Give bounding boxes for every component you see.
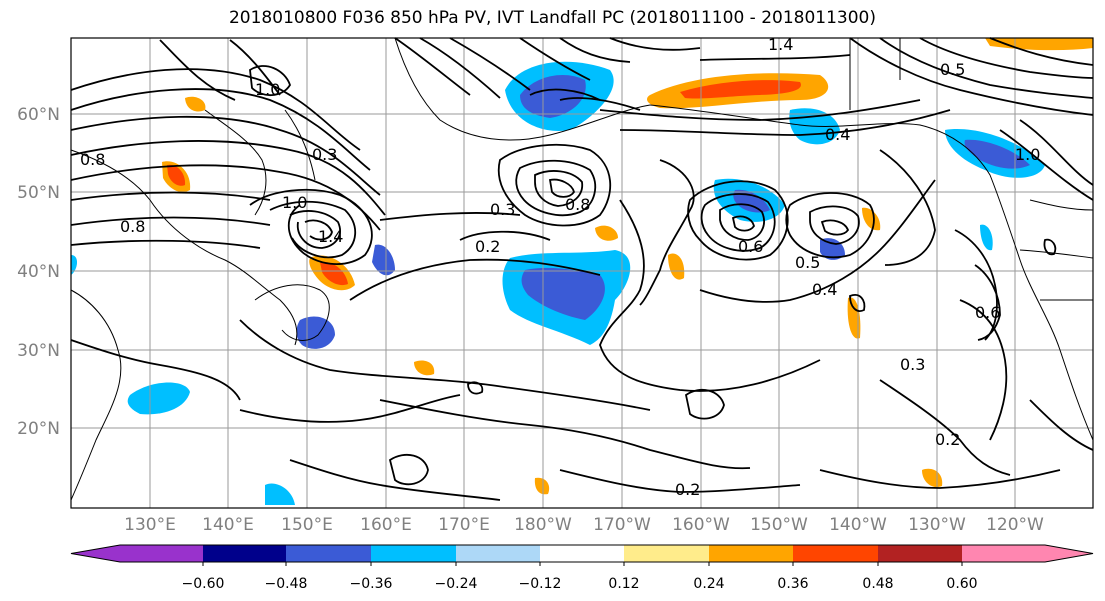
lon-label: 130°E xyxy=(124,515,176,535)
map-panel: 0.2 0.3 0.4 0.5 0.6 0.8 1.0 1.4 0.2 0.3 … xyxy=(70,35,1094,509)
contour-label: 1.0 xyxy=(1015,145,1040,164)
lat-label: 40°N xyxy=(17,262,60,282)
colorbar-tick-label: −0.36 xyxy=(350,576,393,592)
colorbar-tick-label: 0.60 xyxy=(946,576,977,592)
pos-anomaly-kamchatka-core xyxy=(167,164,186,186)
neg-anomaly-bering-core xyxy=(520,75,586,118)
neg-anomaly-gulf-core xyxy=(964,139,1030,169)
colorbar xyxy=(70,544,1094,566)
colorbar-tick-label: 0.12 xyxy=(608,576,639,592)
pos-anomaly-small6 xyxy=(414,360,435,376)
contour-label: 0.6 xyxy=(975,303,1000,322)
contour-label: 0.6 xyxy=(738,237,763,256)
pos-anomaly-small5 xyxy=(862,207,881,231)
contour-label: 1.4 xyxy=(768,35,793,54)
contour-label: 0.4 xyxy=(812,280,837,299)
colorbar-outline xyxy=(70,544,1094,563)
neg-anomaly-west xyxy=(372,244,395,276)
lon-label: 140°E xyxy=(202,515,254,535)
contour-label: 0.3 xyxy=(900,355,925,374)
colorbar-segment xyxy=(709,545,793,562)
colorbar-segment xyxy=(540,545,624,562)
contour-label: 0.4 xyxy=(825,125,850,144)
lat-label: 30°N xyxy=(17,341,60,361)
colorbar-tick-label: −0.12 xyxy=(519,576,562,592)
colorbar-ticks: −0.60 −0.48 −0.36 −0.24 −0.12 0.12 0.24 … xyxy=(182,576,978,592)
neg-anomaly-small4 xyxy=(71,255,78,275)
lon-label: 140°W xyxy=(829,515,887,535)
colorbar-tick-label: 0.24 xyxy=(693,576,724,592)
colorbar-tick-label: −0.48 xyxy=(265,576,308,592)
contour-label: 0.2 xyxy=(675,480,700,499)
colorbar-segment xyxy=(456,545,540,562)
colorbar-segment xyxy=(71,545,203,562)
neg-anomaly-sw xyxy=(127,382,190,415)
pos-anomaly-small1 xyxy=(185,96,206,112)
colorbar-segment xyxy=(793,545,878,562)
contour-label: 0.3 xyxy=(312,145,337,164)
neg-anomaly-low-core xyxy=(733,189,770,213)
pos-anomaly-small8 xyxy=(534,477,550,495)
contour-label: 0.8 xyxy=(565,195,590,214)
lat-label: 20°N xyxy=(17,419,60,439)
contour-label: 1.4 xyxy=(318,227,343,246)
pos-anomaly-small4 xyxy=(668,253,685,280)
colorbar-tick-label: 0.36 xyxy=(777,576,808,592)
map-title: 2018010800 F036 850 hPa PV, IVT Landfall… xyxy=(228,8,876,28)
lon-label: 160°E xyxy=(360,515,412,535)
colorbar-segment xyxy=(962,545,1093,562)
contour-label: 1.0 xyxy=(282,193,307,212)
contour-label: 0.8 xyxy=(120,217,145,236)
pos-anomaly-small2 xyxy=(595,225,618,241)
contour-label: 0.2 xyxy=(475,237,500,256)
colorbar-segment xyxy=(203,545,286,562)
contour-labels: 0.2 0.3 0.4 0.5 0.6 0.8 1.0 1.4 0.2 0.3 … xyxy=(80,35,1040,499)
lat-label: 50°N xyxy=(17,183,60,203)
lon-label: 180°W xyxy=(514,515,572,535)
contour-label: 0.2 xyxy=(935,430,960,449)
lon-label: 120°W xyxy=(986,515,1044,535)
colorbar-tick-label: −0.24 xyxy=(435,576,478,592)
lon-label: 170°E xyxy=(438,515,490,535)
lon-label: 160°W xyxy=(672,515,730,535)
lon-labels: 130°E 140°E 150°E 160°E 170°E 180°W 170°… xyxy=(124,515,1044,535)
coastlines xyxy=(70,37,1094,501)
map-border xyxy=(70,37,1094,509)
neg-anomaly-small3 xyxy=(980,224,993,251)
colorbar-segment xyxy=(878,545,962,562)
contour-label: 0.5 xyxy=(940,60,965,79)
pv-contours xyxy=(70,37,1094,501)
lon-label: 150°W xyxy=(750,515,808,535)
pos-anomaly-small3 xyxy=(847,297,861,339)
colorbar-tick-label: −0.60 xyxy=(182,576,225,592)
neg-anomaly-central-core xyxy=(521,267,605,320)
colorbar-segment xyxy=(371,545,456,562)
neg-anomaly-small2 xyxy=(265,483,295,505)
contour-label: 0.3 xyxy=(490,200,515,219)
pos-anomaly-alaska-core xyxy=(680,80,801,99)
colorbar-segment xyxy=(286,545,371,562)
contour-label: 1.0 xyxy=(255,80,280,99)
colorbar-tick-label: 0.48 xyxy=(862,576,893,592)
colorbar-segment xyxy=(624,545,709,562)
contour-label: 0.5 xyxy=(795,253,820,272)
lon-label: 150°E xyxy=(281,515,333,535)
lat-labels: 60°N 50°N 40°N 30°N 20°N xyxy=(17,105,60,439)
contour-label: 0.8 xyxy=(80,150,105,169)
pos-anomaly-japan-core xyxy=(320,261,348,286)
lon-label: 170°W xyxy=(593,515,651,535)
lat-label: 60°N xyxy=(17,105,60,125)
lon-label: 130°W xyxy=(908,515,966,535)
